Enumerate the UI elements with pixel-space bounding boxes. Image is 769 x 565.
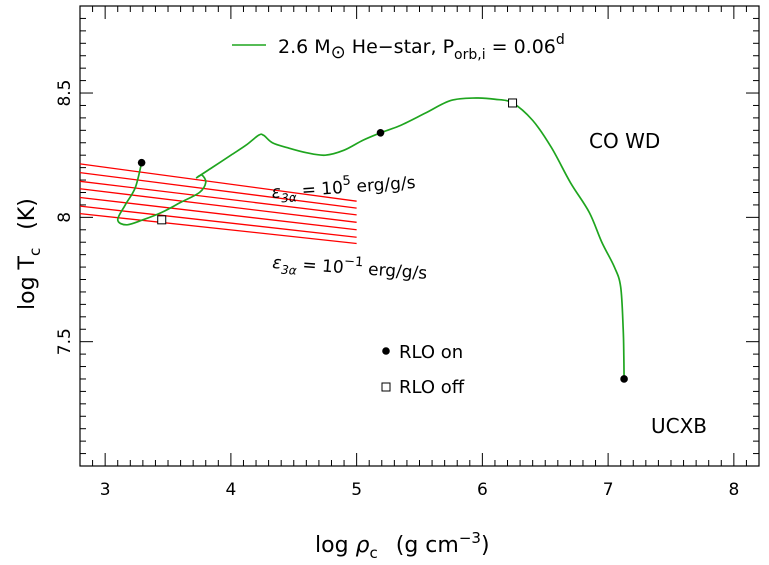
burning-lines	[79, 163, 357, 245]
evolution-track-line	[116, 97, 625, 379]
y-tick-label: 8	[55, 212, 75, 223]
rlo-on-marker	[137, 158, 146, 167]
rlo-off-marker	[157, 215, 167, 225]
burning-line	[79, 163, 357, 202]
rlo-off-legend-marker	[381, 382, 391, 392]
rlo-off-legend-label: RLO off	[399, 377, 465, 398]
y-tick-label: 7.5	[55, 328, 75, 355]
burning-line	[79, 180, 357, 216]
rlo-off-marker	[508, 98, 518, 108]
y-axis-title: log Tc(K)	[15, 198, 44, 310]
x-tick-label: 4	[225, 480, 236, 500]
legend-label: 2.6 M⊙ He−star, Porb,i = 0.06d	[278, 32, 565, 63]
axis-tick-labels: 3 4 5 6 7 8 7.5 8 8.5	[55, 80, 739, 500]
rlo-on-legend-label: RLO on	[399, 342, 463, 363]
axis-ticks	[80, 5, 759, 466]
rlo-on-legend-marker	[382, 347, 390, 355]
x-tick-label: 6	[477, 480, 488, 500]
x-tick-label: 3	[100, 480, 111, 500]
burning-line	[79, 205, 357, 238]
burning-line	[79, 171, 357, 209]
x-tick-label: 8	[728, 480, 739, 500]
markers-group	[137, 98, 628, 383]
ucxb-label: UCXB	[651, 414, 707, 438]
burning-line	[79, 212, 357, 245]
x-tick-label: 5	[351, 480, 362, 500]
y-tick-label: 8.5	[55, 80, 75, 107]
x-axis-title: log ρc (g cm−3)	[315, 529, 490, 562]
x-tick-label: 7	[603, 480, 614, 500]
co-wd-label: CO WD	[589, 129, 660, 153]
rlo-on-marker	[620, 375, 628, 383]
eps-top-label: ε3α = 105 erg/g/s	[271, 169, 417, 206]
eps-bottom-label: ε3α = 10−1 erg/g/s	[271, 249, 428, 287]
burning-line	[79, 188, 357, 223]
series-group	[116, 97, 625, 379]
rlo-on-marker	[376, 129, 385, 137]
